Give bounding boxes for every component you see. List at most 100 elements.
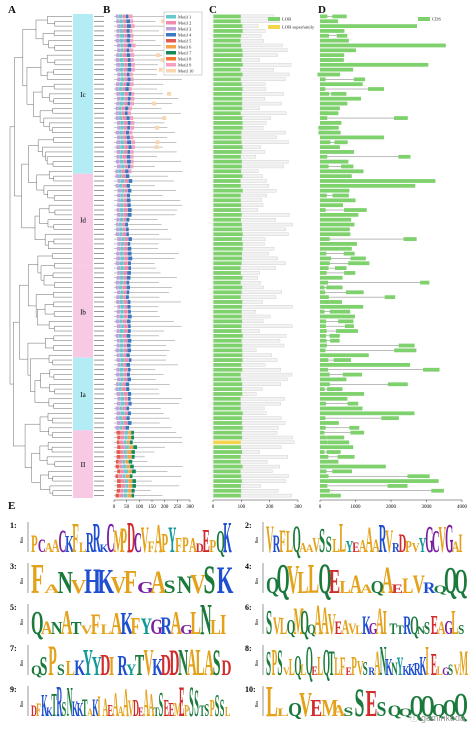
motif-box [122, 222, 125, 227]
motif-box [131, 493, 135, 498]
lob-domain [213, 237, 242, 241]
protein-length-bar [212, 334, 287, 338]
cds-exon [317, 72, 341, 77]
motif-box [115, 280, 120, 285]
logo-number: 10: [245, 685, 256, 694]
motif-box [123, 82, 127, 87]
protein-length-bar [212, 295, 277, 299]
logo-letter: D [100, 649, 110, 682]
motif-box [129, 29, 133, 33]
motif-box [127, 159, 131, 164]
lob-domain [213, 333, 243, 338]
protein-length-bar [212, 189, 277, 193]
lob-domain [213, 24, 243, 28]
logo-letter: A [45, 540, 53, 555]
protein-length-bar [212, 324, 293, 328]
motif-box [127, 377, 131, 382]
lob-domain [213, 459, 241, 464]
logo-letter: S [159, 684, 164, 724]
lob-domain [213, 130, 242, 135]
cds-exon [320, 188, 350, 193]
motif-box [124, 266, 129, 270]
motif-legend-label: Motif 5 [178, 38, 192, 43]
motif-legend-label: Motif 8 [178, 56, 192, 61]
motif-box [120, 48, 124, 53]
lob-domain [213, 488, 242, 493]
cds-exon [381, 416, 399, 421]
logo-letter: S [363, 658, 368, 680]
motif-box [122, 87, 126, 91]
protein-length-bar [212, 184, 270, 188]
cds-exon [320, 382, 330, 387]
logo-letter: E [352, 540, 359, 556]
motif-box [126, 82, 130, 87]
logo-letter: S [203, 558, 215, 602]
logo-letter: A [189, 533, 197, 557]
lob-domain [213, 188, 243, 193]
logo-letter: F [131, 614, 141, 640]
protein-length-bar [212, 401, 281, 406]
lob-domain [213, 348, 243, 353]
logo-letter: A [306, 543, 314, 555]
motif-box [119, 348, 124, 353]
motif-box [125, 459, 129, 464]
cds-exon [368, 87, 384, 91]
motif-box [125, 14, 129, 19]
motif-box [124, 140, 127, 145]
motif-box [120, 96, 125, 101]
motif-box [123, 246, 128, 251]
protein-length-bar [212, 19, 280, 23]
logo-letter: A [341, 615, 349, 639]
motif-legend-swatch [166, 63, 176, 67]
logo-letter: R [86, 527, 94, 559]
motif-box [119, 314, 124, 319]
lob-domain [213, 324, 242, 329]
subfamily-band [73, 357, 93, 431]
logo-letter: L [300, 660, 306, 678]
axis-tick-label: 100 [238, 505, 246, 510]
motif-box [122, 53, 127, 58]
protein-length-bar [212, 445, 282, 449]
motif-box [126, 353, 130, 358]
cds-exon [342, 372, 362, 377]
motif-box [127, 319, 131, 324]
lob-domain [213, 275, 243, 280]
motif-box [124, 179, 129, 183]
motif-box [123, 29, 127, 33]
lob-domain [213, 14, 241, 19]
cds-exon [320, 91, 330, 96]
logo-letter: S [343, 706, 353, 720]
cds-exon [331, 91, 347, 96]
lob-domain [213, 406, 241, 411]
cds-exon [320, 174, 352, 179]
motif-box [130, 150, 134, 154]
motif-box [119, 19, 123, 24]
cds-exon [320, 53, 345, 58]
gene-labels [94, 16, 104, 496]
axis-tick-label: 3000 [422, 505, 433, 510]
logo-letter: E [366, 684, 378, 725]
motif-box [116, 440, 120, 445]
cds-exon [320, 38, 349, 43]
lob-domain [213, 232, 243, 237]
cds-exon [329, 309, 351, 314]
motif-box [116, 454, 121, 459]
motif-box [126, 280, 130, 285]
cds-exon [320, 479, 439, 483]
motif-box [124, 435, 128, 440]
protein-length-bar [212, 474, 289, 478]
motif-box [123, 58, 128, 62]
logo-letter: Q [293, 519, 301, 561]
motif-box [116, 62, 121, 67]
logo-letter: S [424, 620, 430, 639]
cds-exon [431, 488, 444, 493]
logo-letter: L [195, 643, 204, 684]
logo-letter: F [31, 556, 44, 603]
cds-exon [320, 227, 350, 232]
motif-box [119, 261, 124, 266]
lob-domain [213, 392, 243, 396]
motif-box [124, 164, 128, 169]
logo-letter: T [199, 702, 205, 719]
logo-letter: V [128, 696, 134, 721]
cds-exon [350, 430, 365, 435]
